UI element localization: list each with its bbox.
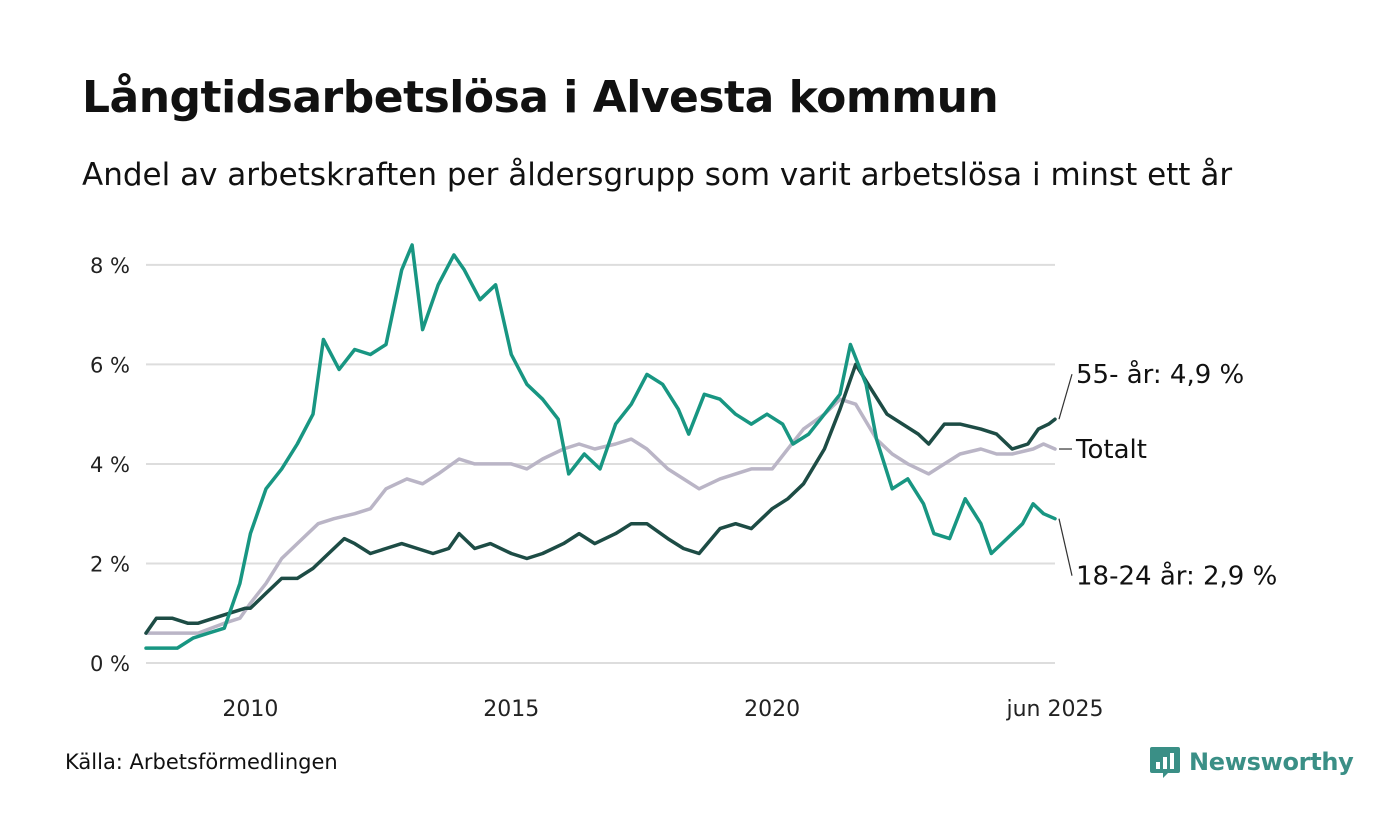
- y-tick-label: 0 %: [90, 652, 130, 676]
- y-tick-label: 6 %: [90, 353, 130, 377]
- x-axis-tick-labels: 2010 2015 2020 jun 2025: [222, 697, 1103, 722]
- brand-name: Newsworthy: [1189, 748, 1354, 776]
- chart-title: Långtidsarbetslösa i Alvesta kommun: [82, 72, 999, 123]
- series-end-label: 18-24 år: 2,9 %: [1076, 561, 1277, 592]
- x-tick-label: 2010: [222, 697, 278, 722]
- series-end-label: 55- år: 4,9 %: [1076, 359, 1244, 390]
- source-note: Källa: Arbetsförmedlingen: [65, 750, 338, 774]
- y-axis-tick-labels: 0 % 2 % 4 % 6 % 8 %: [90, 254, 130, 676]
- x-tick-label: jun 2025: [1006, 697, 1104, 722]
- newsworthy-logo-icon: [1150, 747, 1180, 778]
- x-tick-label: 2015: [483, 697, 539, 722]
- y-tick-label: 2 %: [90, 552, 130, 576]
- series-line-2: [144, 243, 1057, 650]
- series-lines: [144, 243, 1057, 650]
- y-tick-label: 4 %: [90, 453, 130, 477]
- series-end-label: Totalt: [1075, 435, 1147, 465]
- y-tick-label: 8 %: [90, 254, 130, 278]
- series-line-0: [144, 397, 1057, 635]
- chart-subtitle: Andel av arbetskraften per åldersgrupp s…: [82, 157, 1233, 193]
- label-connector-2: [1058, 518, 1073, 576]
- brand-logo: Newsworthy: [1149, 745, 1354, 779]
- series-line-1: [144, 362, 1057, 635]
- series-end-labels: Totalt 55- år: 4,9 % 18-24 år: 2,9 %: [1058, 359, 1277, 592]
- x-tick-label: 2020: [744, 697, 800, 722]
- label-connector-1: [1058, 373, 1073, 420]
